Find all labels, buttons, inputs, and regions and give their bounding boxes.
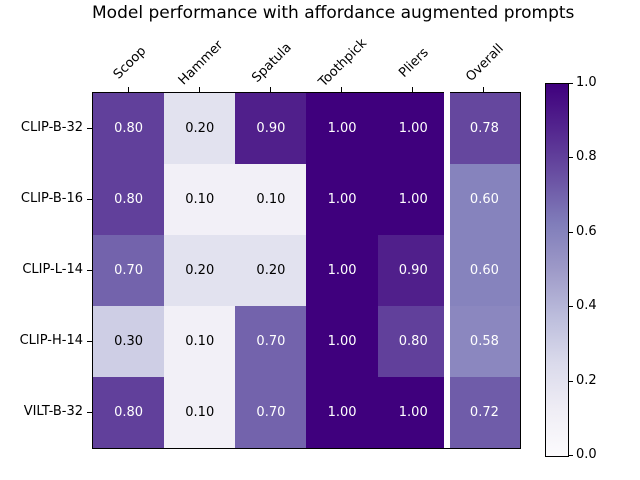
colorbar-tick-label: 0.6	[576, 223, 597, 239]
heatmap-cell: 0.60	[448, 164, 520, 235]
y-axis-label: VILT-B-32	[23, 403, 83, 419]
heatmap-cell: 0.30	[93, 306, 165, 377]
heatmap-cell: 1.00	[306, 164, 378, 235]
heatmap-cell: 0.70	[235, 306, 307, 377]
colorbar-tick-mark	[569, 380, 573, 382]
heatmap-cell: 0.58	[448, 306, 520, 377]
chart-title: Model performance with affordance augmen…	[92, 3, 575, 23]
heatmap-cell: 1.00	[377, 164, 449, 235]
x-tick-mark	[483, 87, 485, 92]
x-axis-label: Overall	[463, 41, 508, 85]
y-axis-label: CLIP-B-32	[20, 119, 83, 135]
x-axis-label: Spatula	[249, 40, 295, 86]
colorbar-tick-mark	[569, 455, 573, 456]
heatmap-cell: 0.80	[93, 93, 165, 164]
heatmap-cell: 0.72	[448, 377, 520, 448]
x-axis-label: Pliers	[396, 45, 432, 81]
y-tick-mark	[87, 127, 92, 129]
heatmap-cell: 0.20	[164, 93, 236, 164]
colorbar-tick-label: 0.2	[576, 372, 597, 388]
y-tick-mark	[87, 269, 92, 271]
x-axis-label: Scoop	[110, 43, 149, 83]
x-axis-label: Toothpick	[316, 35, 371, 91]
x-tick-mark	[198, 87, 200, 92]
heatmap-cell: 0.80	[377, 306, 449, 377]
heatmap-cell: 0.10	[164, 306, 236, 377]
colorbar-tick-label: 0.4	[576, 298, 597, 314]
heatmap-cell: 1.00	[377, 93, 449, 164]
x-axis-label: Hammer	[175, 37, 227, 89]
heatmap-cell: 1.00	[306, 235, 378, 306]
heatmap-cell: 0.70	[93, 235, 165, 306]
colorbar-tick-label: 0.0	[576, 447, 597, 462]
heatmap-cell: 0.90	[235, 93, 307, 164]
heatmap-cell: 0.20	[164, 235, 236, 306]
colorbar-tick-mark	[569, 231, 573, 233]
y-axis-label: CLIP-L-14	[22, 261, 83, 277]
y-tick-mark	[87, 411, 92, 413]
heatmap-cell: 0.10	[235, 164, 307, 235]
colorbar-tick-label: 0.8	[576, 149, 597, 165]
colorbar-tick-mark	[569, 83, 573, 84]
heatmap-cell: 0.20	[235, 235, 307, 306]
y-axis-label: CLIP-H-14	[19, 332, 83, 348]
heatmap-cell: 0.10	[164, 164, 236, 235]
overall-column-separator	[444, 91, 451, 448]
y-tick-mark	[87, 198, 92, 200]
heatmap-cell: 0.60	[448, 235, 520, 306]
x-tick-mark	[341, 87, 343, 92]
heatmap-cell: 1.00	[306, 306, 378, 377]
colorbar	[545, 83, 569, 457]
x-tick-mark	[412, 87, 414, 92]
x-tick-mark	[269, 87, 271, 92]
heatmap-cell: 0.78	[448, 93, 520, 164]
colorbar-tick-mark	[569, 157, 573, 159]
heatmap-cell: 0.80	[93, 164, 165, 235]
colorbar-tick-mark	[569, 306, 573, 308]
x-tick-mark	[127, 87, 129, 92]
heatmap-grid: 0.80 0.20 0.90 1.00 1.00 0.78 0.80 0.10 0.10 1.00…	[92, 92, 521, 449]
heatmap-cell: 0.80	[93, 377, 165, 448]
heatmap-cell: 0.10	[164, 377, 236, 448]
heatmap-cell: 1.00	[306, 93, 378, 164]
heatmap-cell: 1.00	[306, 377, 378, 448]
y-tick-mark	[87, 340, 92, 342]
heatmap-cell: 0.70	[235, 377, 307, 448]
heatmap-cell: 1.00	[377, 377, 449, 448]
colorbar-tick-label: 1.0	[576, 75, 597, 90]
heatmap-cell: 0.90	[377, 235, 449, 306]
y-axis-label: CLIP-B-16	[20, 190, 83, 206]
